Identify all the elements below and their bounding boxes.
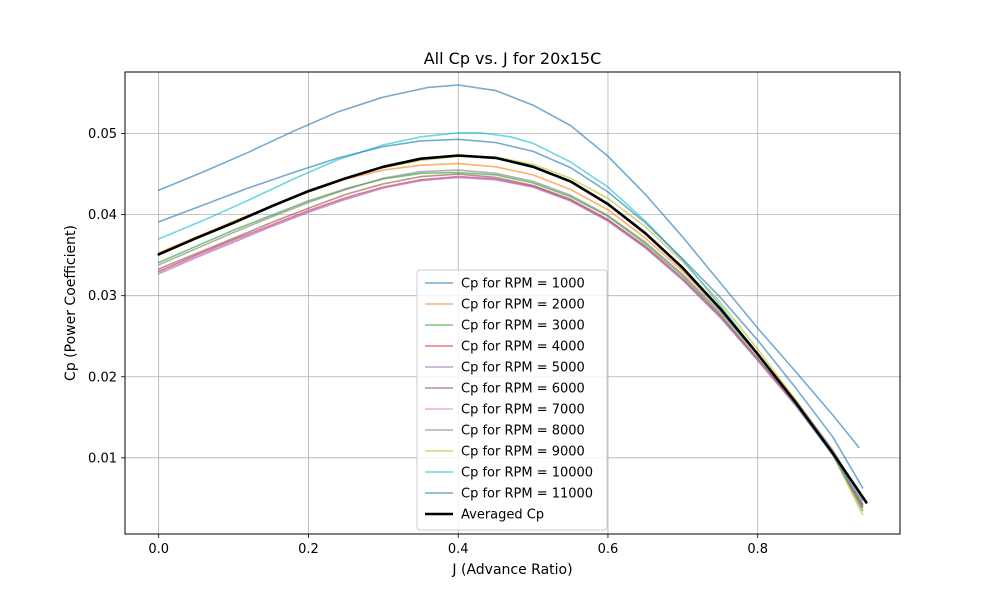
y-tick-label: 0.04 [88,208,117,223]
legend-label: Averaged Cp [461,508,544,523]
y-tick-label: 0.03 [88,289,117,304]
legend-label: Cp for RPM = 6000 [461,382,585,397]
y-axis-title: Cp (Power Coefficient) [63,225,79,381]
y-tick-label: 0.01 [88,451,117,466]
legend-label: Cp for RPM = 3000 [461,319,585,334]
x-tick-label: 0.2 [298,542,319,557]
chart-title: All Cp vs. J for 20x15C [424,49,602,68]
legend-box [416,269,608,531]
legend-label: Cp for RPM = 1000 [461,277,585,292]
legend-label: Cp for RPM = 2000 [461,298,585,313]
series-line-12 [157,154,868,504]
axis-ticks: 0.0 0.2 0.4 0.6 0.8 0.01 0.02 0.03 0.04 0.05 [88,127,768,557]
series-line-1 [157,84,860,449]
series-line-11 [157,138,864,489]
plot-frame [124,71,901,535]
x-tick-label: 0.8 [747,542,768,557]
x-tick-label: 0.0 [148,542,169,557]
legend-label: Cp for RPM = 10000 [461,466,593,481]
legend: Cp for RPM = 1000 Cp for RPM = 2000 Cp for… [416,269,608,531]
x-axis-title: J (Advance Ratio) [451,562,572,578]
legend-label: Cp for RPM = 8000 [461,424,585,439]
series-line-7 [157,175,864,505]
legend-label: Cp for RPM = 11000 [461,487,593,502]
legend-label: Cp for RPM = 7000 [461,403,585,418]
legend-label: Cp for RPM = 4000 [461,340,585,355]
y-tick-label: 0.02 [88,370,117,385]
legend-label: Cp for RPM = 5000 [461,361,585,376]
y-tick-label: 0.05 [88,127,117,142]
legend-label: Cp for RPM = 9000 [461,445,585,460]
x-tick-label: 0.6 [598,542,619,557]
series-lines [157,84,868,516]
x-tick-label: 0.4 [448,542,469,557]
